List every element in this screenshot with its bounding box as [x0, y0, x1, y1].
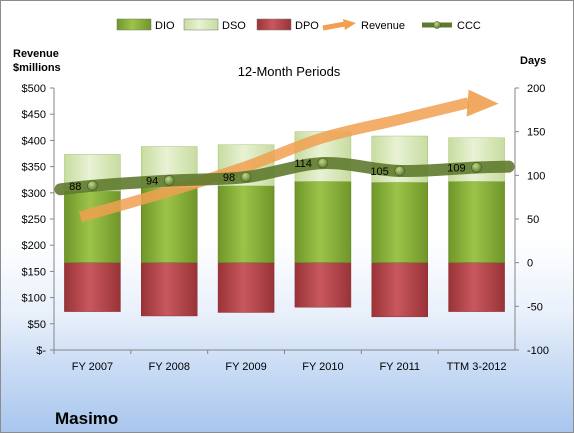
dio-bar [217, 185, 275, 263]
y-left-tick-label: $150 [22, 266, 46, 278]
dio-bar [64, 190, 121, 263]
y-left-tick-label: $400 [22, 135, 46, 147]
y-right-tick-label: 100 [527, 170, 545, 182]
y-left-tick-label: $100 [22, 293, 46, 305]
ccc-data-label: 105 [370, 166, 388, 178]
legend-label-ccc: CCC [457, 20, 481, 32]
x-tick-label: FY 2010 [302, 361, 343, 373]
ccc-point [394, 165, 406, 177]
y-left-tick-label: $300 [22, 188, 46, 200]
dpo-bar [448, 262, 505, 312]
y-right-title: Days [520, 55, 546, 67]
legend-swatch-ccc-dot [433, 21, 441, 29]
y-left-tick-label: $350 [22, 162, 46, 174]
y-left-title-line1: Revenue [13, 48, 59, 60]
ccc-data-label: 88 [69, 181, 81, 193]
ccc-point [87, 180, 98, 192]
company-name: Masimo [55, 409, 118, 428]
x-tick-label: FY 2007 [72, 361, 113, 373]
dio-bar [371, 182, 428, 263]
x-tick-label: FY 2011 [379, 361, 420, 373]
x-tick-labels: FY 2007 FY 2008 FY 2009 FY 2010 FY 2011 TTM 3… [53, 350, 507, 373]
legend-swatch-dpo [256, 18, 292, 31]
dso-bar [448, 137, 505, 182]
y-left-tick-label: $200 [22, 240, 46, 252]
ccc-data-label: 109 [447, 162, 465, 174]
dpo-bar [371, 262, 428, 318]
dpo-bar [141, 262, 198, 317]
y-right-tick-label: 200 [527, 83, 545, 95]
y-left-tick-label: $250 [22, 214, 46, 226]
legend-label-dpo: DPO [295, 20, 319, 32]
chart-legend: DIO DSO DPO Revenue CCC [116, 18, 481, 32]
legend-swatch-dio [116, 18, 152, 31]
bars-group [64, 131, 505, 318]
legend-swatch-dso [183, 18, 219, 31]
y-right-tick-label: 150 [527, 127, 545, 139]
dpo-bar [217, 262, 275, 313]
ccc-point [240, 171, 252, 183]
legend-swatch-revenue [322, 21, 346, 31]
ccc-point [163, 175, 175, 186]
x-tick-label: TTM 3-2012 [447, 361, 507, 373]
ccc-line-group: 88 94 98 114 105 109 [54, 157, 515, 196]
revenue-arrow-group [78, 89, 499, 223]
y-left-tick-label: $500 [22, 83, 46, 95]
ccc-point [317, 157, 329, 169]
y-right-tick-label: -100 [527, 345, 549, 357]
ccc-data-label: 98 [223, 172, 235, 184]
dio-bar [294, 181, 352, 263]
ccc-data-label: 94 [146, 176, 158, 188]
ccc-data-label: 114 [294, 158, 312, 170]
y-left-tick-label: $50 [28, 319, 46, 331]
x-tick-label: FY 2009 [225, 361, 266, 373]
ccc-line [54, 157, 515, 196]
legend-label-dio: DIO [155, 20, 175, 32]
legend-label-dso: DSO [222, 20, 246, 32]
y-right-tick-label: 0 [527, 258, 533, 270]
legend-swatch-revenue-head [343, 19, 356, 30]
x-tick-label: FY 2008 [149, 361, 190, 373]
dpo-bar [294, 262, 352, 308]
y-left-title-line2: $millions [13, 62, 61, 74]
dpo-bar [64, 262, 121, 312]
y-left-tick-label: $- [36, 345, 46, 357]
dio-bar [448, 181, 505, 263]
ccc-point [471, 162, 482, 173]
revenue-arrowhead [466, 89, 499, 117]
revenue-line [78, 97, 470, 223]
y-right-tick-label: 50 [527, 214, 539, 226]
y-right-tick-label: -50 [527, 301, 543, 313]
chart-title: 12-Month Periods [238, 64, 341, 79]
y-right-ticks: -100 -50 0 50 100 150 200 [515, 83, 549, 357]
legend-label-revenue: Revenue [361, 20, 405, 32]
y-left-ticks: $- $50 $100 $150 $200 $250 $300 $350 $400 $450 $50… [22, 83, 54, 357]
y-left-tick-label: $450 [22, 109, 46, 121]
